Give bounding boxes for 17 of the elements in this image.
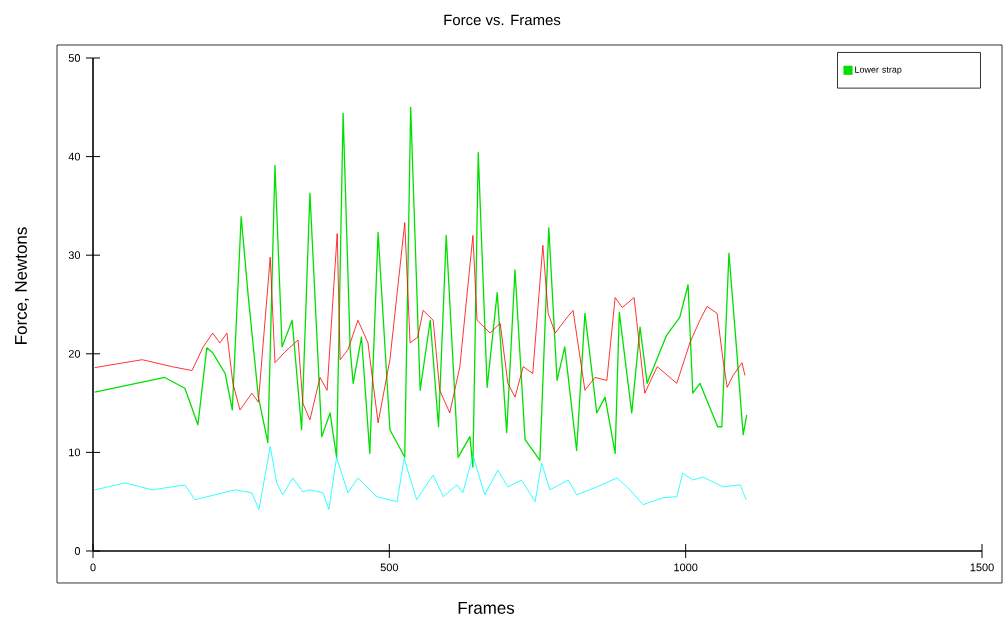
line-series	[94, 446, 747, 510]
x-tick-label: 500	[380, 563, 399, 572]
y-tick-label: 30	[68, 251, 81, 260]
y-tick-label: 50	[68, 54, 81, 62]
y-tick-label: 40	[68, 152, 81, 161]
x-tick-label: 1500	[970, 563, 994, 572]
y-tick-label: 10	[69, 448, 81, 457]
line-series	[94, 222, 746, 424]
y-tick-label: 0	[74, 547, 81, 555]
x-tick-label: 0	[90, 563, 96, 572]
x-axis-title: Frames	[458, 602, 515, 614]
legend-label: Lower strap	[855, 66, 902, 75]
chart-title: Force vs. Frames	[444, 14, 561, 26]
x-tick-label: 1000	[674, 563, 698, 572]
y-tick-label: 20	[68, 349, 81, 358]
y-axis-title: Force, Newtons	[15, 227, 29, 344]
line-series	[94, 106, 748, 468]
